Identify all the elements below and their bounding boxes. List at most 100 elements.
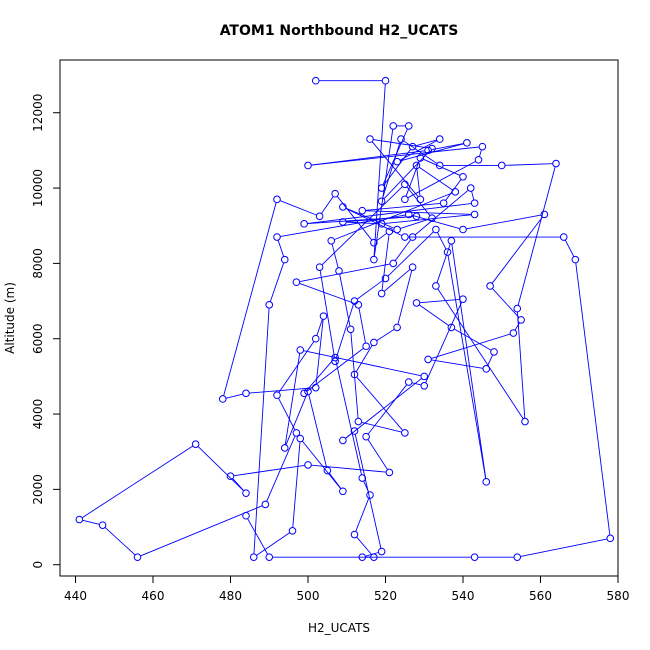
data-point [459,225,467,234]
series-segment [492,288,520,318]
data-point [447,323,456,332]
series-segment [82,519,100,525]
data-point [362,342,370,351]
data-point [377,220,386,228]
data-point [412,161,421,170]
data-point [408,142,417,151]
data-point [358,553,367,561]
data-point [300,389,308,398]
data-point [366,491,374,499]
series-segment [319,270,336,358]
series-segment [373,84,386,257]
data-point [497,161,506,170]
data-point [470,210,479,219]
data-point [447,236,456,245]
data-point [242,489,250,497]
data-point [428,214,436,222]
data-point [478,142,487,151]
chart-title: ATOM1 Northbound H2_UCATS [220,23,459,39]
data-point [466,184,475,192]
data-point [350,370,359,379]
data-point [393,323,401,332]
series-segment [416,168,421,196]
series-segment [415,189,469,236]
y-tick-label: 0 [31,561,45,569]
data-point [327,236,336,245]
y-axis-label: Altitude (m) [3,282,17,354]
data-point [401,180,409,189]
data-point [358,474,367,482]
series-segment [104,527,136,556]
data-point [370,238,378,247]
series-segment [451,244,487,479]
series-segment [405,161,420,197]
series-segment [491,216,543,284]
data-point [242,389,250,398]
data-point [509,329,518,337]
series-segment [331,244,339,268]
series-segment [520,538,607,557]
data-point [319,312,328,320]
data-point [401,195,409,204]
data-point [389,122,398,130]
series-segment [447,255,487,479]
data-point [435,161,444,170]
data-point [420,381,429,390]
series-segment [253,308,270,554]
data-point [261,500,270,509]
series-segment [419,304,449,326]
data-point [280,444,289,452]
data-point [385,468,394,477]
x-tick-label: 540 [452,589,475,603]
series-segment [383,150,430,200]
data-point [408,263,417,271]
data-point [191,440,200,448]
data-point [517,316,525,324]
data-point [315,263,324,271]
series-segment [277,240,285,257]
data-point [474,156,483,164]
data-point [300,220,308,228]
series-segment [285,394,308,445]
data-point [416,195,425,204]
series-lines [82,80,611,558]
data-point [401,233,409,241]
series-segment [354,434,382,549]
data-point [486,282,494,290]
series-segment [419,299,460,304]
data-point [424,355,432,364]
series-segment [357,280,383,300]
data-point [377,197,386,206]
series-segment [339,274,351,326]
data-point [412,212,421,221]
data-point [370,255,378,264]
data-point [273,391,281,400]
series-segment [226,393,243,399]
data-point [470,553,479,561]
y-tick-label: 6000 [31,323,45,354]
series-segment [406,186,431,216]
data-point [304,387,312,396]
series-segment [365,202,441,211]
data-point [249,553,258,561]
series-segment [307,216,414,225]
series-segment [376,233,387,241]
data-point [133,553,142,561]
data-point [280,255,289,264]
series-segment [471,191,475,200]
data-point [381,76,390,85]
series-segment [376,328,395,341]
data-point [311,76,320,85]
data-point [459,172,467,181]
series-segment [247,518,268,555]
data-point [339,203,347,211]
series-segment [316,319,323,336]
data-point [385,227,394,236]
data-point [311,383,320,392]
data-point [424,146,432,155]
data-point [350,427,359,435]
data-point [339,218,347,226]
series-segment [383,269,411,292]
series-segment [292,441,301,528]
data-point [432,282,440,290]
